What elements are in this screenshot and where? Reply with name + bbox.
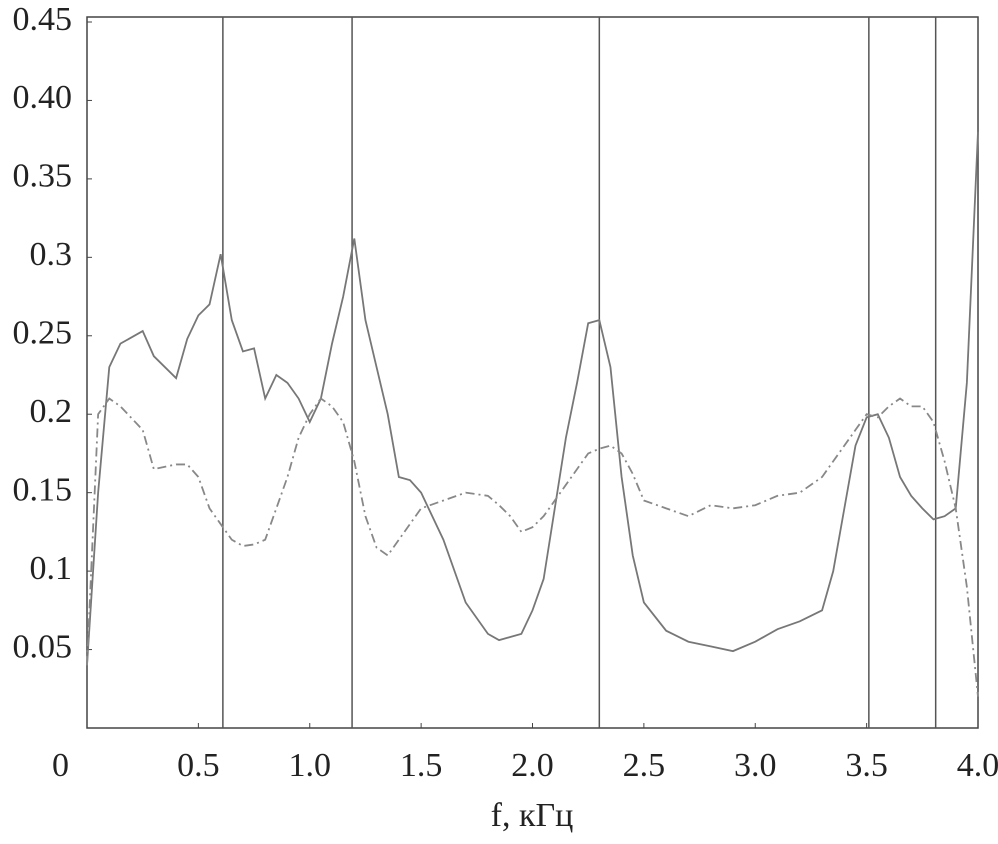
x-tick-label: 1.0 — [289, 747, 332, 784]
y-tick-label: 0.15 — [13, 471, 73, 508]
plot-frame — [86, 16, 979, 729]
x-tick-label: 2.5 — [623, 747, 666, 784]
x-tick-label: 4.0 — [957, 747, 998, 784]
x-axis-title: f, кГц — [491, 797, 574, 834]
x-tick-label: 3.5 — [845, 747, 888, 784]
data-line — [86, 397, 979, 697]
data-line — [86, 131, 979, 666]
y-tick-label: 0.40 — [13, 79, 73, 116]
y-tick-label: 0.45 — [13, 1, 73, 38]
x-tick-label: 3.0 — [734, 747, 777, 784]
x-tick-label: 0.5 — [177, 747, 220, 784]
y-tick-label: 0.05 — [13, 628, 73, 665]
y-tick-label: 0.35 — [13, 158, 73, 195]
y-tick-label: 0.3 — [30, 236, 73, 273]
x-tick-label: 0 — [52, 747, 69, 784]
x-tick-label: 2.0 — [511, 747, 554, 784]
x-tick-label: 1.5 — [400, 747, 443, 784]
y-tick-label: 0.1 — [30, 550, 73, 587]
y-tick-label: 0.25 — [13, 315, 73, 352]
y-tick-label: 0.2 — [30, 393, 73, 430]
